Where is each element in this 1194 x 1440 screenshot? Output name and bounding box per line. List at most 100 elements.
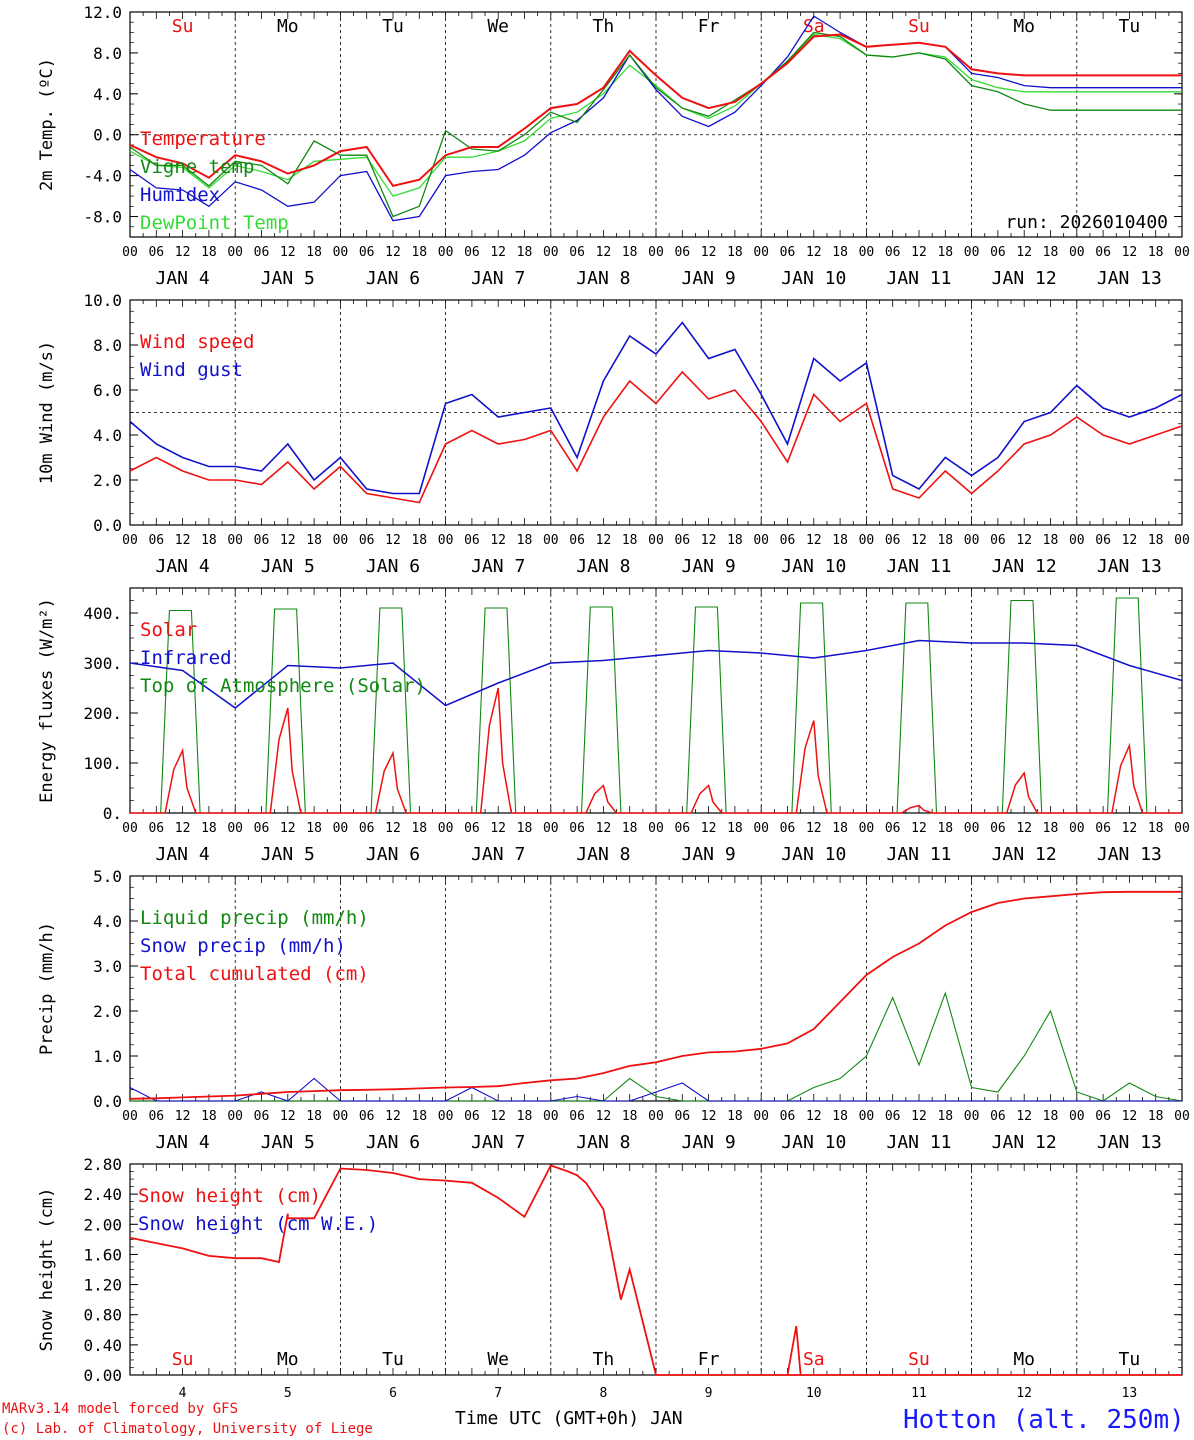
hour-tick-label: 12 [385, 821, 401, 836]
y-tick-label: 400. [83, 604, 122, 623]
hour-tick-label: 06 [148, 1109, 164, 1124]
date-label: JAN 6 [366, 844, 420, 865]
hour-tick-label: 06 [464, 533, 480, 548]
hour-tick-label: 18 [832, 1109, 848, 1124]
day-number-label: 13 [1122, 1386, 1138, 1401]
y-axis-title: Snow height (cm) [37, 1188, 57, 1352]
day-number-label: 4 [179, 1386, 187, 1401]
hour-tick-label: 12 [596, 533, 612, 548]
y-tick-label: 0.0 [93, 126, 122, 145]
hour-tick-label: 06 [464, 1109, 480, 1124]
hour-tick-label: 00 [227, 533, 243, 548]
weekday-label: Fr [698, 1349, 720, 1370]
hour-tick-label: 18 [937, 1109, 953, 1124]
hour-tick-label: 12 [911, 533, 927, 548]
hour-tick-label: 00 [438, 245, 454, 260]
solar-curve [550, 784, 656, 814]
hour-tick-label: 00 [964, 821, 980, 836]
y-tick-label: 6.0 [93, 381, 122, 400]
hour-tick-label: 12 [175, 533, 191, 548]
legend-entry: Liquid precip (mm/h) [140, 907, 369, 929]
weekday-label: Tu [382, 16, 404, 37]
y-tick-label: 2.40 [83, 1185, 122, 1204]
panels: -8.0 -4.0 0.0 4.0 8.0 12.0 2m Temp. (ºC) 00 06 12… [37, 3, 1190, 1401]
solar-curve [235, 707, 341, 814]
date-label: JAN 13 [1097, 268, 1162, 289]
hour-tick-label: 06 [359, 533, 375, 548]
hour-tick-label: 00 [438, 1109, 454, 1124]
date-label: JAN 9 [682, 1132, 736, 1153]
weekday-label: Sa [803, 16, 825, 37]
hour-tick-label: 06 [1095, 821, 1111, 836]
hour-tick-label: 00 [122, 245, 138, 260]
legend-entry: Humidex [140, 184, 220, 206]
day-number-label: 5 [284, 1386, 292, 1401]
date-label: JAN 13 [1097, 844, 1162, 865]
hour-tick-label: 00 [753, 533, 769, 548]
hour-tick-label: 00 [543, 1109, 559, 1124]
panel-1: 0.0 2.0 4.0 6.0 8.0 10.0 10m Wind (m/s) 00 06 12 1… [37, 291, 1190, 577]
weekday-label: Tu [1119, 16, 1141, 37]
snow-height-spike [786, 1325, 802, 1376]
hour-tick-label: 12 [490, 1109, 506, 1124]
credit-line-2: (c) Lab. of Climatology, University of L… [2, 1421, 373, 1437]
y-tick-label: 0.40 [83, 1336, 122, 1355]
hour-tick-label: 00 [122, 821, 138, 836]
date-label: JAN 11 [886, 1132, 951, 1153]
hour-tick-label: 00 [753, 821, 769, 836]
weekday-label: Sa [803, 1349, 825, 1370]
hour-tick-label: 18 [1148, 821, 1164, 836]
hour-tick-label: 18 [201, 533, 217, 548]
legend-entry: DewPoint Temp [140, 212, 289, 234]
series-line-liquid-precip-mm-h- [130, 991, 1183, 1102]
hour-tick-label: 12 [175, 1109, 191, 1124]
date-label: JAN 4 [156, 844, 210, 865]
hour-tick-label: 06 [780, 1109, 796, 1124]
hour-tick-label: 18 [517, 245, 533, 260]
panel-2: 0. 100. 200. 300. 400. Energy fluxes (W/m²) 00… [37, 587, 1190, 865]
y-tick-label: 8.0 [93, 336, 122, 355]
series-line-wind-gust [129, 321, 1183, 495]
y-tick-label: 10.0 [83, 291, 122, 310]
date-label: JAN 8 [576, 1132, 630, 1153]
hour-tick-label: 12 [806, 1109, 822, 1124]
hour-tick-label: 06 [254, 245, 270, 260]
hour-tick-label: 18 [517, 1109, 533, 1124]
hour-tick-label: 18 [1148, 245, 1164, 260]
hour-tick-label: 18 [622, 1109, 638, 1124]
panel-3: 0.0 1.0 2.0 3.0 4.0 5.0 Precip (mm/h) 00 06 12 18 0… [37, 867, 1190, 1153]
hour-tick-label: 18 [517, 821, 533, 836]
day-number-label: 11 [911, 1386, 927, 1401]
hour-tick-label: 00 [1069, 533, 1085, 548]
hour-tick-label: 06 [569, 245, 585, 260]
date-label: JAN 11 [886, 556, 951, 577]
series-line-total-cumulated-cm- [129, 890, 1182, 1100]
hour-tick-label: 12 [175, 821, 191, 836]
y-tick-label: 100. [83, 754, 122, 773]
hour-tick-label: 06 [990, 821, 1006, 836]
day-number-label: 10 [806, 1386, 822, 1401]
day-number-label: 6 [389, 1386, 397, 1401]
hour-tick-label: 12 [911, 821, 927, 836]
legend-entry: Temperature [140, 128, 266, 150]
hour-tick-label: 00 [1174, 1109, 1190, 1124]
hour-tick-label: 06 [1095, 245, 1111, 260]
hour-tick-label: 18 [937, 245, 953, 260]
y-tick-label: 8.0 [93, 44, 122, 63]
hour-tick-label: 12 [175, 245, 191, 260]
hour-tick-label: 06 [780, 821, 796, 836]
hour-tick-label: 06 [359, 1109, 375, 1124]
y-tick-label: 0.00 [83, 1366, 122, 1385]
hour-tick-label: 06 [359, 245, 375, 260]
y-tick-label: 1.60 [83, 1245, 122, 1264]
hour-tick-label: 06 [1095, 533, 1111, 548]
hour-tick-label: 12 [1122, 1109, 1138, 1124]
y-axis-title: 2m Temp. (ºC) [37, 58, 57, 191]
y-tick-label: -4.0 [83, 167, 122, 186]
legend-entry: Total cumulated (cm) [140, 963, 369, 985]
hour-tick-label: 12 [596, 821, 612, 836]
hour-tick-label: 18 [411, 245, 427, 260]
hour-tick-label: 00 [964, 1109, 980, 1124]
hour-tick-label: 00 [333, 821, 349, 836]
series-line-vigne-temp [129, 31, 1182, 218]
